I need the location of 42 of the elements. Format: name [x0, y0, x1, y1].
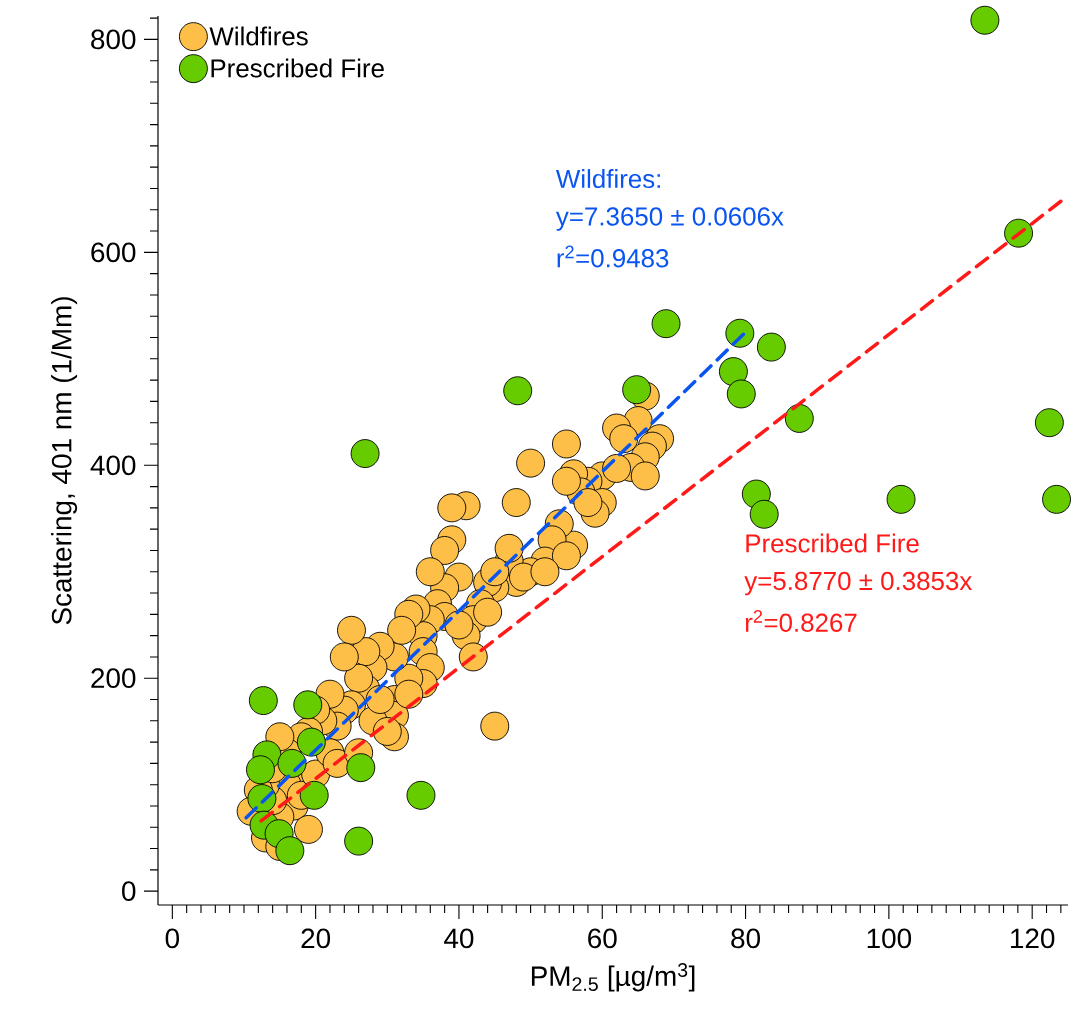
x-tick-label: 40	[444, 928, 474, 949]
annotation: Prescribed Fire	[746, 533, 919, 553]
annotation: r$^{2}$=0.9483	[557, 245, 669, 268]
point	[246, 755, 275, 785]
point	[718, 357, 748, 387]
y-tick-label: 0	[122, 881, 136, 902]
point	[1042, 484, 1071, 514]
point	[651, 309, 681, 339]
point	[503, 376, 533, 406]
x-tick-label: 120	[1011, 928, 1055, 949]
annotation: r$^{2}$=0.8267	[745, 610, 857, 632]
point	[726, 379, 756, 409]
point	[296, 727, 326, 757]
x-tick-label: 60	[588, 928, 617, 949]
x-tick-label: 20	[301, 928, 331, 949]
point	[749, 499, 779, 529]
y-tick-label: 200	[91, 668, 136, 689]
y-axis-title: Scattering, 401 nm (1/Mm)	[51, 297, 78, 625]
annotation: Wildfires:	[555, 169, 660, 189]
x-axis-title: PM$_{2.5}$ [µg/m$^{3}$]	[531, 963, 695, 992]
x-tick-label: 0	[165, 928, 179, 949]
y-tick-label: 400	[90, 455, 136, 476]
y-tick-label: 800	[91, 29, 136, 50]
point	[1034, 408, 1064, 438]
x-tick-label: 100	[867, 928, 912, 949]
point	[886, 484, 916, 514]
point	[248, 686, 278, 716]
point	[784, 403, 814, 433]
annotation: y=5.8770 ± 0.3853x	[744, 571, 973, 596]
x-tick-label: 80	[731, 928, 760, 949]
point	[275, 836, 305, 866]
point	[756, 332, 786, 362]
point	[970, 5, 1000, 35]
legend-label: Prescribed Fire	[211, 58, 384, 78]
annotation: y=7.3650 ± 0.0606x	[555, 207, 784, 231]
point	[344, 826, 374, 856]
legend-label: Wildfires	[209, 26, 308, 46]
point	[350, 439, 380, 469]
point	[293, 690, 323, 720]
y-tick-label: 600	[91, 242, 136, 263]
point	[406, 780, 436, 810]
point	[622, 375, 652, 405]
